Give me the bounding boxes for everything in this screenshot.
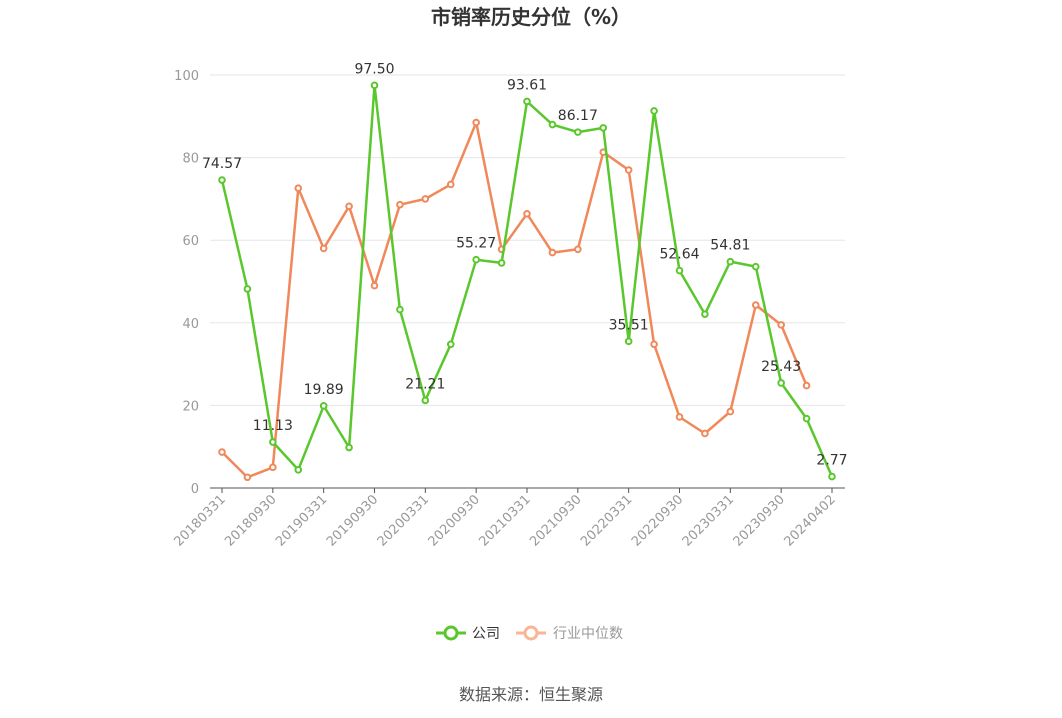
source-note: 数据来源：恒生聚源 <box>459 685 603 704</box>
x-tick-label: 20180331 <box>171 492 228 549</box>
legend-marker-industry <box>523 625 539 641</box>
legend-label-industry: 行业中位数 <box>553 626 623 642</box>
data-point-industry[interactable] <box>243 473 252 482</box>
data-point-company[interactable] <box>421 396 430 405</box>
data-point-industry[interactable] <box>802 381 811 390</box>
y-axis: 0 20 40 60 80 100 <box>174 69 199 497</box>
legend[interactable]: 公司 行业中位数 <box>436 625 623 642</box>
x-tick-label: 20220930 <box>629 492 686 549</box>
data-point-industry[interactable] <box>751 301 760 309</box>
x-tick-label: 20180930 <box>222 492 279 549</box>
data-point-industry[interactable] <box>345 202 353 211</box>
grid <box>210 74 845 406</box>
data-label: 74.57 <box>202 156 242 172</box>
y-tick-label: 100 <box>174 69 199 84</box>
x-tick-label: 20190331 <box>273 492 330 549</box>
x-tick-label: 20240402 <box>781 492 838 549</box>
legend-item-company[interactable]: 公司 <box>436 625 500 642</box>
data-label: 52.64 <box>659 247 699 263</box>
data-point-industry[interactable] <box>574 245 582 254</box>
data-label: 11.13 <box>253 418 293 434</box>
data-point-company[interactable] <box>828 472 836 481</box>
x-axis: 2018033120180930201903312019093020200331… <box>171 487 845 550</box>
data-point-company[interactable] <box>650 107 658 115</box>
data-point-company[interactable] <box>675 266 684 275</box>
data-point-company[interactable] <box>243 285 252 293</box>
data-point-industry[interactable] <box>421 195 430 203</box>
data-point-company[interactable] <box>218 176 226 184</box>
data-point-company[interactable] <box>446 340 455 349</box>
data-label: 54.81 <box>710 238 750 254</box>
data-point-company[interactable] <box>269 438 277 446</box>
legend-marker-company <box>443 625 459 641</box>
series-layer <box>218 81 836 482</box>
data-point-industry[interactable] <box>446 180 455 189</box>
data-point-industry[interactable] <box>650 340 658 349</box>
data-label: 35.51 <box>609 317 649 333</box>
data-point-company[interactable] <box>701 310 709 318</box>
data-point-industry[interactable] <box>218 448 226 456</box>
data-label: 86.17 <box>558 108 598 124</box>
series-line-industry <box>221 121 808 479</box>
data-labels: 74.57 11.13 19.89 97.50 21.21 55.27 93.61 86.17… <box>202 61 848 468</box>
data-point-company[interactable] <box>523 97 531 106</box>
data-point-industry[interactable] <box>319 244 328 253</box>
x-tick-label: 20190930 <box>324 492 381 549</box>
data-point-company[interactable] <box>574 128 582 136</box>
legend-label-company: 公司 <box>472 626 500 642</box>
data-point-company[interactable] <box>726 257 735 266</box>
data-point-industry[interactable] <box>396 200 404 209</box>
data-label: 93.61 <box>507 77 547 93</box>
data-point-company[interactable] <box>294 466 303 474</box>
data-point-industry[interactable] <box>472 118 480 127</box>
series-line-company <box>220 84 834 478</box>
data-point-company[interactable] <box>802 414 811 423</box>
data-point-company[interactable] <box>624 337 633 346</box>
legend-item-industry[interactable]: 行业中位数 <box>516 625 623 642</box>
x-tick-label: 20210930 <box>527 492 584 549</box>
x-tick-label: 20200331 <box>375 492 432 549</box>
data-point-industry[interactable] <box>701 429 709 438</box>
data-point-company[interactable] <box>396 305 404 314</box>
x-tick-label: 20210331 <box>476 492 533 549</box>
data-label: 21.21 <box>405 376 445 392</box>
data-point-industry[interactable] <box>294 184 303 192</box>
data-point-company[interactable] <box>751 262 760 271</box>
data-point-company[interactable] <box>370 81 379 90</box>
data-point-company[interactable] <box>319 402 328 410</box>
data-point-company[interactable] <box>497 259 506 267</box>
data-label: 19.89 <box>304 382 344 398</box>
y-tick-label: 40 <box>182 317 199 332</box>
x-tick-label: 20230331 <box>680 492 737 549</box>
x-tick-label: 20230930 <box>731 492 788 549</box>
data-point-company[interactable] <box>599 124 608 132</box>
data-point-industry[interactable] <box>624 166 633 174</box>
data-point-industry[interactable] <box>726 407 735 416</box>
data-label: 97.50 <box>354 61 394 77</box>
data-point-company[interactable] <box>777 379 785 387</box>
x-tick-label: 20220331 <box>578 492 635 549</box>
data-point-industry[interactable] <box>548 248 557 257</box>
data-point-company[interactable] <box>548 120 557 129</box>
data-point-industry[interactable] <box>370 281 379 290</box>
y-tick-label: 60 <box>182 234 199 249</box>
data-point-industry[interactable] <box>523 209 531 218</box>
data-label: 25.43 <box>761 359 801 375</box>
data-label: 55.27 <box>456 236 496 252</box>
data-point-company[interactable] <box>472 255 480 264</box>
data-point-industry[interactable] <box>269 463 277 472</box>
y-tick-label: 0 <box>191 482 199 497</box>
chart-title: 市销率历史分位（%） <box>431 5 631 29</box>
data-label: 2.77 <box>816 453 847 469</box>
data-point-industry[interactable] <box>777 321 785 329</box>
y-tick-label: 80 <box>182 152 199 167</box>
data-point-industry[interactable] <box>675 413 684 421</box>
data-point-company[interactable] <box>345 443 353 452</box>
x-tick-label: 20200930 <box>426 492 483 549</box>
y-tick-label: 20 <box>182 399 199 414</box>
